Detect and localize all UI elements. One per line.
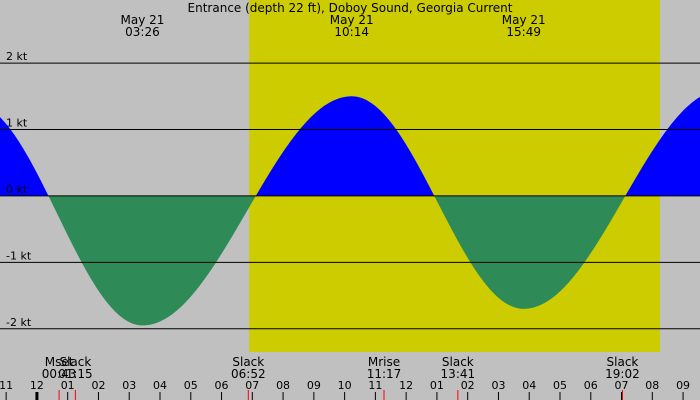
- x-tick-label: 12: [399, 379, 413, 392]
- x-tick-label: 09: [676, 379, 690, 392]
- extreme-time-label: 10:14: [334, 25, 369, 39]
- extreme-time-label: 15:49: [506, 25, 541, 39]
- x-tick-label: 03: [122, 379, 136, 392]
- event-time-label: 00:43: [42, 367, 77, 381]
- x-tick-label: 02: [461, 379, 475, 392]
- y-tick-label: 1 kt: [6, 117, 28, 130]
- extreme-time-label: 03:26: [125, 25, 160, 39]
- x-tick-label: 09: [307, 379, 321, 392]
- x-tick-label: 08: [645, 379, 659, 392]
- y-tick-label: 2 kt: [6, 50, 28, 63]
- x-tick-label: 05: [184, 379, 198, 392]
- x-tick-label: 10: [338, 379, 352, 392]
- flood-current-area: [0, 96, 700, 196]
- extreme-date-label: May 21: [330, 13, 374, 27]
- x-axis: 11 12 01 02 03 04 05 06 07 08 09 10 11 12 01 02 03 04 05 06…: [0, 379, 690, 400]
- event-time-label: 13:41: [441, 367, 476, 381]
- ebb-current-area: [0, 195, 700, 326]
- event-label: Mset: [45, 355, 74, 369]
- extreme-date-label: May 21: [121, 13, 165, 27]
- x-tick-label: 03: [491, 379, 505, 392]
- event-time-label: 01:15: [58, 367, 93, 381]
- x-tick-label: 11: [0, 379, 13, 392]
- x-tick-label: 11: [368, 379, 382, 392]
- x-tick-label: 04: [522, 379, 536, 392]
- y-tick-label: 0 kt: [6, 183, 28, 196]
- x-tick-label: 05: [553, 379, 567, 392]
- x-tick-label: 06: [584, 379, 598, 392]
- x-tick-label: 06: [215, 379, 229, 392]
- x-tick-label: 12: [30, 379, 44, 392]
- extreme-date-label: May 21: [502, 13, 546, 27]
- x-tick-label: 01: [61, 379, 75, 392]
- x-tick-label: 08: [276, 379, 290, 392]
- event-time-label: 06:52: [231, 367, 266, 381]
- y-tick-label: -2 kt: [6, 316, 32, 329]
- x-tick-label: 07: [615, 379, 629, 392]
- x-tick-label: 02: [91, 379, 105, 392]
- event-time-label: 11:17: [367, 367, 402, 381]
- x-tick-label: 07: [245, 379, 259, 392]
- x-tick-label: 04: [153, 379, 167, 392]
- event-label: Slack: [442, 355, 474, 369]
- event-label: Slack: [59, 355, 91, 369]
- y-axis-labels: 2 kt 1 kt 0 kt -1 kt -2 kt: [6, 50, 32, 329]
- x-tick-label: 01: [430, 379, 444, 392]
- event-label: Slack: [607, 355, 639, 369]
- chart-title: Entrance (depth 22 ft), Doboy Sound, Geo…: [188, 1, 513, 15]
- event-label: Slack: [232, 355, 264, 369]
- y-tick-label: -1 kt: [6, 249, 32, 262]
- event-labels: Mset00:43Slack01:15Slack06:52Mrise11:17S…: [42, 355, 640, 400]
- event-time-label: 19:02: [605, 367, 640, 381]
- event-label: Mrise: [368, 355, 400, 369]
- gridlines: [0, 62, 700, 330]
